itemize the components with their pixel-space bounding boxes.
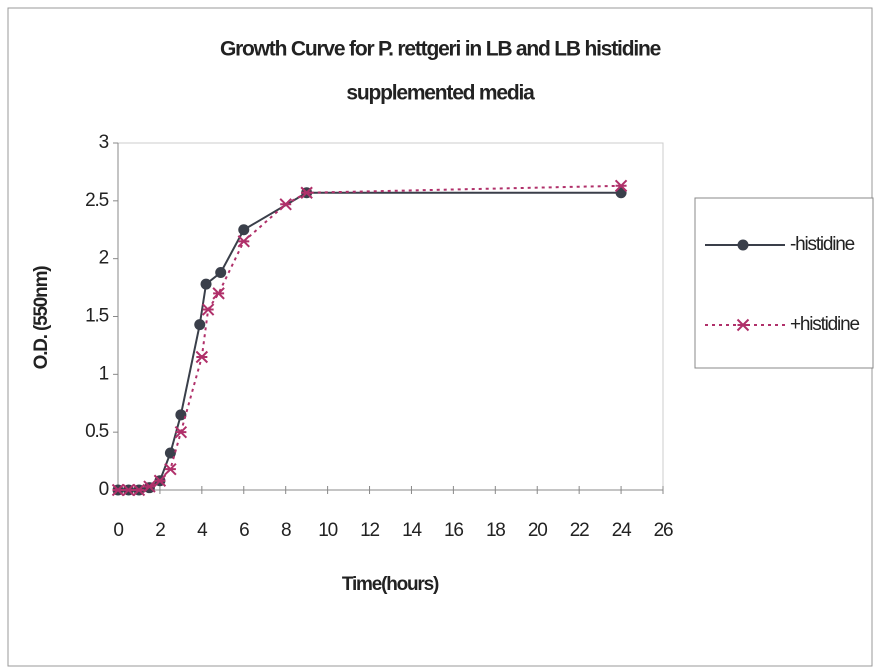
data-point <box>215 267 227 279</box>
data-point <box>153 474 167 487</box>
series-line <box>118 191 622 491</box>
data-point <box>300 186 313 199</box>
legend-marker <box>737 239 749 251</box>
y-tick-label: 0.5 <box>85 421 108 442</box>
x-tick-label: 8 <box>281 520 291 541</box>
y-tick-label: 0 <box>99 479 109 500</box>
y-tick-label: 1 <box>99 363 109 384</box>
data-point <box>614 179 628 193</box>
data-point <box>615 187 627 199</box>
series-line <box>118 184 622 491</box>
legend-marker <box>736 318 750 332</box>
x-tick-label: 24 <box>612 520 632 541</box>
data-point <box>237 235 250 248</box>
data-point <box>132 483 146 497</box>
x-tick-label: 10 <box>318 520 337 541</box>
x-tick-label: 6 <box>239 520 249 541</box>
x-tick-label: 4 <box>197 520 208 541</box>
chart-title: Growth Curve for P. rettgeri in LB and L… <box>220 38 661 61</box>
data-point <box>195 350 209 364</box>
y-tick-label: 2 <box>99 248 109 269</box>
chart-title: supplemented media <box>346 82 535 105</box>
data-point <box>164 462 177 476</box>
data-point <box>212 287 225 300</box>
legend-label: -histidine <box>790 234 855 255</box>
x-tick-label: 0 <box>113 520 123 541</box>
plot-area <box>117 142 664 491</box>
data-point <box>111 483 125 497</box>
data-point <box>201 303 215 316</box>
data-point <box>174 425 188 439</box>
data-point <box>279 198 292 211</box>
data-point <box>164 447 176 459</box>
x-tick-label: 26 <box>654 520 673 541</box>
data-point <box>143 480 156 493</box>
x-tick-label: 22 <box>570 520 589 541</box>
y-axis-label: O.D. (550nm) <box>31 266 52 370</box>
y-tick-label: 1.5 <box>85 306 108 327</box>
x-tick-label: 16 <box>444 520 463 541</box>
y-tick-label: 2.5 <box>85 190 108 211</box>
data-point <box>122 483 135 497</box>
data-point <box>238 224 250 236</box>
x-tick-label: 20 <box>528 520 547 541</box>
x-axis-label: Time(hours) <box>342 574 439 595</box>
data-point <box>194 319 206 331</box>
data-point <box>200 278 212 290</box>
data-point <box>175 409 187 421</box>
y-tick-label: 3 <box>99 132 109 153</box>
legend-label: +histidine <box>790 314 859 335</box>
x-tick-label: 14 <box>402 520 422 541</box>
legend <box>694 197 874 369</box>
x-tick-label: 18 <box>486 520 505 541</box>
x-tick-label: 2 <box>155 520 165 541</box>
x-tick-label: 12 <box>360 520 379 541</box>
